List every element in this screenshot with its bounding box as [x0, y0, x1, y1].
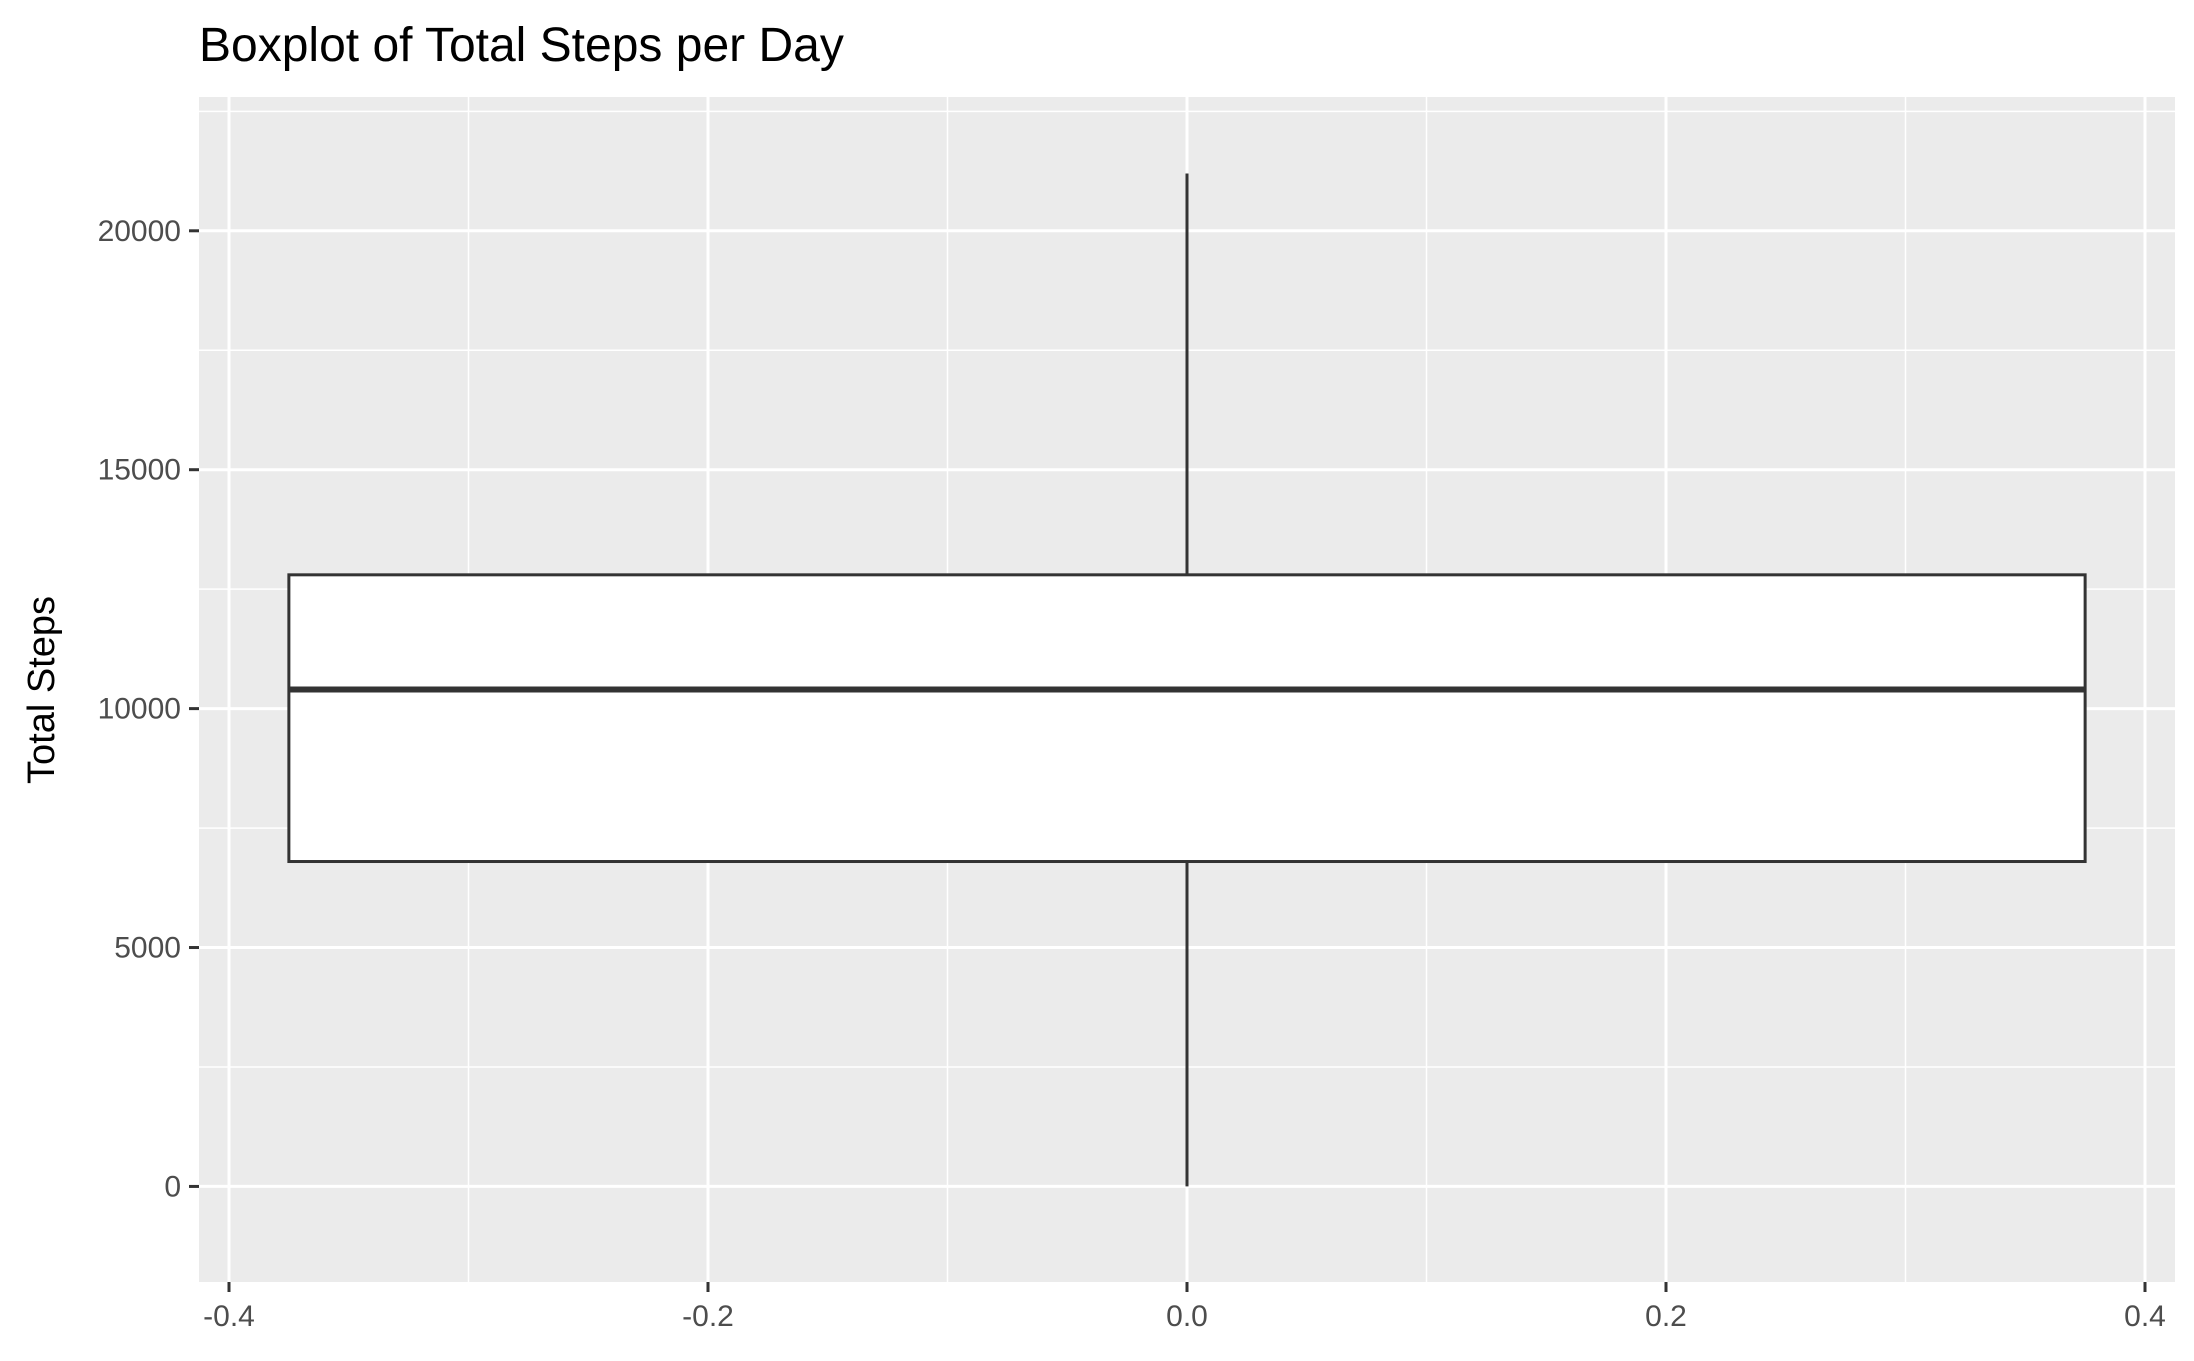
- y-axis-title: Total Steps: [21, 596, 63, 784]
- x-tick-label: 0.0: [1166, 1300, 1208, 1333]
- y-axis: 0 5000 10000 15000 20000: [98, 215, 199, 1203]
- x-tick-label: -0.4: [203, 1300, 255, 1333]
- y-tick-label: 10000: [98, 693, 181, 726]
- x-tick-label: -0.2: [682, 1300, 734, 1333]
- x-tick-label: 0.2: [1645, 1300, 1687, 1333]
- y-tick-label: 5000: [114, 932, 181, 965]
- chart-title: Boxplot of Total Steps per Day: [199, 19, 844, 72]
- x-axis: -0.4 -0.2 0.0 0.2 0.4: [203, 1282, 2166, 1333]
- y-tick-label: 0: [164, 1170, 181, 1203]
- y-tick-label: 20000: [98, 215, 181, 248]
- x-tick-label: 0.4: [2124, 1300, 2166, 1333]
- box-iqr: [287, 573, 2087, 864]
- y-tick-label: 15000: [98, 454, 181, 487]
- boxplot-marks: [287, 173, 2087, 1187]
